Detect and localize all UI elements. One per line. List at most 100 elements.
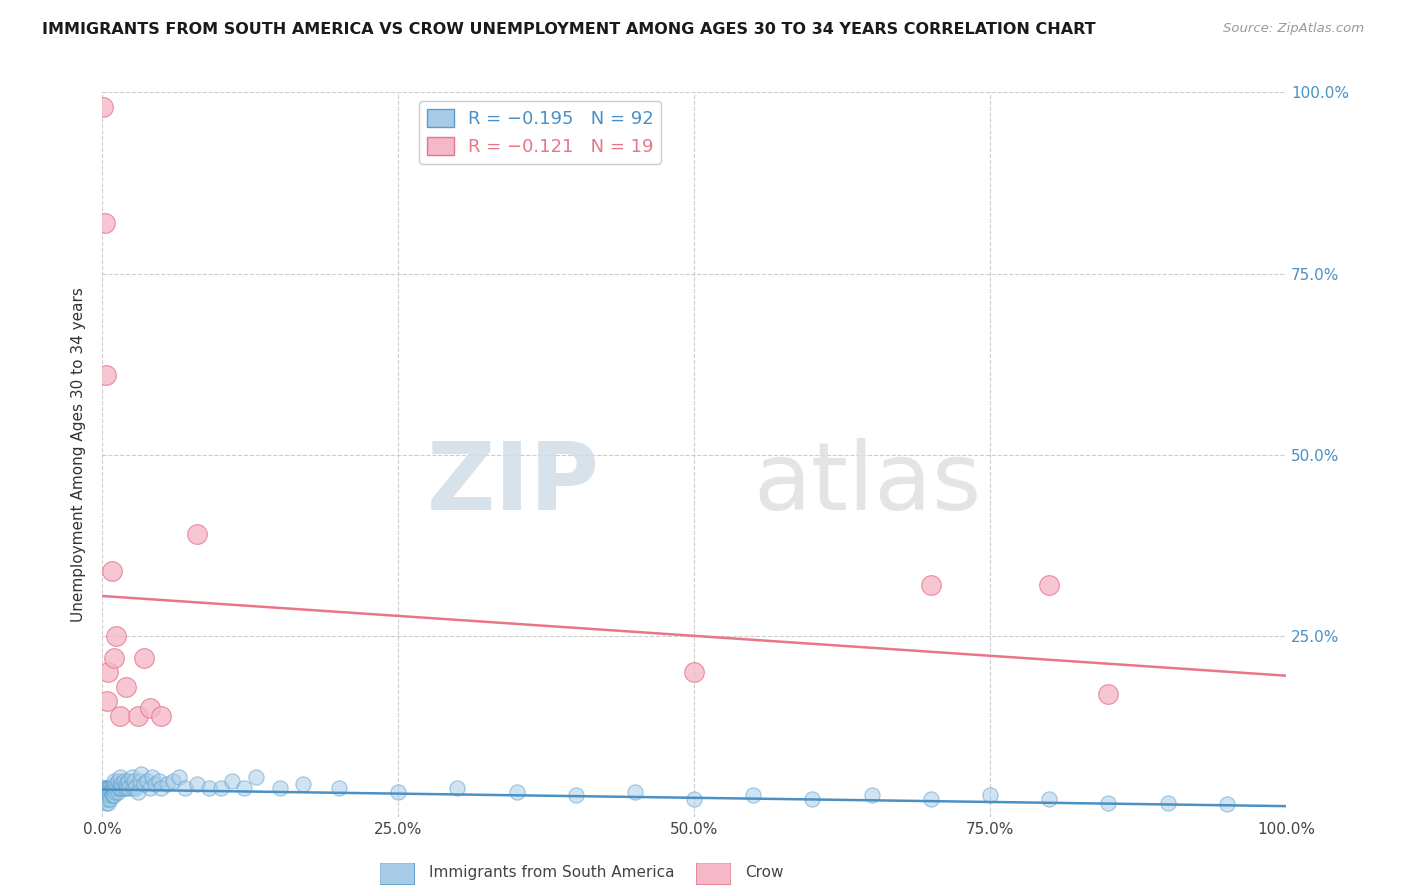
Point — [104, 777, 127, 791]
Point — [186, 527, 208, 541]
Text: IMMIGRANTS FROM SOUTH AMERICA VS CROW UNEMPLOYMENT AMONG AGES 30 TO 34 YEARS COR: IMMIGRANTS FROM SOUTH AMERICA VS CROW UN… — [42, 22, 1095, 37]
Text: atlas: atlas — [754, 438, 981, 530]
Point — [103, 780, 125, 795]
Point — [93, 792, 115, 806]
Point — [245, 770, 267, 784]
Point — [156, 777, 179, 791]
Point — [328, 780, 350, 795]
Point — [1038, 578, 1060, 592]
Point — [1216, 797, 1239, 811]
Point — [150, 780, 173, 795]
Point — [221, 773, 243, 788]
Point — [96, 780, 118, 795]
Point — [97, 796, 120, 810]
Point — [93, 216, 115, 230]
Point — [920, 792, 942, 806]
Point — [105, 629, 128, 643]
Point — [108, 770, 131, 784]
Point — [100, 780, 122, 795]
Point — [101, 780, 124, 795]
Point — [94, 368, 117, 382]
Point — [860, 789, 883, 803]
Point — [110, 777, 132, 791]
Point — [114, 780, 136, 795]
Y-axis label: Unemployment Among Ages 30 to 34 years: Unemployment Among Ages 30 to 34 years — [72, 287, 86, 622]
Point — [129, 773, 152, 788]
Point — [93, 789, 115, 803]
Point — [129, 766, 152, 780]
Point — [446, 780, 468, 795]
Point — [94, 792, 117, 806]
Point — [269, 780, 291, 795]
Point — [96, 694, 118, 708]
Point — [104, 784, 127, 798]
Point — [97, 784, 120, 798]
Point — [94, 780, 117, 795]
Text: Crow: Crow — [745, 865, 783, 880]
Point — [1156, 796, 1178, 810]
Point — [1097, 796, 1119, 810]
Point — [683, 792, 706, 806]
Point — [124, 780, 146, 795]
Point — [93, 789, 115, 803]
Point — [94, 784, 117, 798]
Point — [103, 773, 125, 788]
Point — [105, 780, 128, 795]
Point — [121, 770, 143, 784]
Point — [100, 780, 122, 795]
Point — [197, 780, 219, 795]
FancyBboxPatch shape — [696, 863, 731, 885]
Point — [97, 792, 120, 806]
Point — [93, 780, 115, 795]
Point — [94, 789, 117, 803]
Point — [167, 770, 190, 784]
Point — [100, 792, 122, 806]
Point — [162, 773, 184, 788]
Point — [174, 780, 197, 795]
Point — [111, 780, 134, 795]
Point — [132, 777, 155, 791]
Point — [564, 789, 586, 803]
Point — [122, 780, 145, 795]
Text: Source: ZipAtlas.com: Source: ZipAtlas.com — [1223, 22, 1364, 36]
Point — [115, 680, 138, 694]
Point — [93, 784, 115, 798]
Text: Immigrants from South America: Immigrants from South America — [429, 865, 675, 880]
Point — [96, 792, 118, 806]
FancyBboxPatch shape — [380, 863, 415, 885]
Point — [132, 650, 155, 665]
Point — [624, 784, 647, 798]
Point — [186, 777, 208, 791]
Point — [136, 773, 159, 788]
Point — [148, 773, 170, 788]
Point — [115, 777, 138, 791]
Point — [103, 789, 125, 803]
Point — [979, 789, 1001, 803]
Point — [138, 701, 160, 715]
Point — [93, 780, 115, 795]
Point — [209, 780, 232, 795]
Point — [96, 789, 118, 803]
Point — [100, 784, 122, 798]
Point — [103, 650, 125, 665]
Point — [97, 665, 120, 679]
Point — [683, 665, 706, 679]
Point — [141, 770, 163, 784]
Point — [107, 784, 129, 798]
Point — [107, 780, 129, 795]
Point — [97, 780, 120, 795]
Point — [107, 773, 129, 788]
Point — [100, 564, 122, 578]
Point — [117, 773, 139, 788]
Legend: R = −0.195   N = 92, R = −0.121   N = 19: R = −0.195 N = 92, R = −0.121 N = 19 — [419, 102, 661, 163]
Point — [127, 784, 149, 798]
Text: ZIP: ZIP — [426, 438, 599, 530]
Point — [94, 796, 117, 810]
Point — [1097, 687, 1119, 701]
Point — [108, 780, 131, 795]
Point — [122, 773, 145, 788]
Point — [108, 708, 131, 723]
Point — [96, 784, 118, 798]
Point — [233, 780, 256, 795]
Point — [98, 789, 121, 803]
